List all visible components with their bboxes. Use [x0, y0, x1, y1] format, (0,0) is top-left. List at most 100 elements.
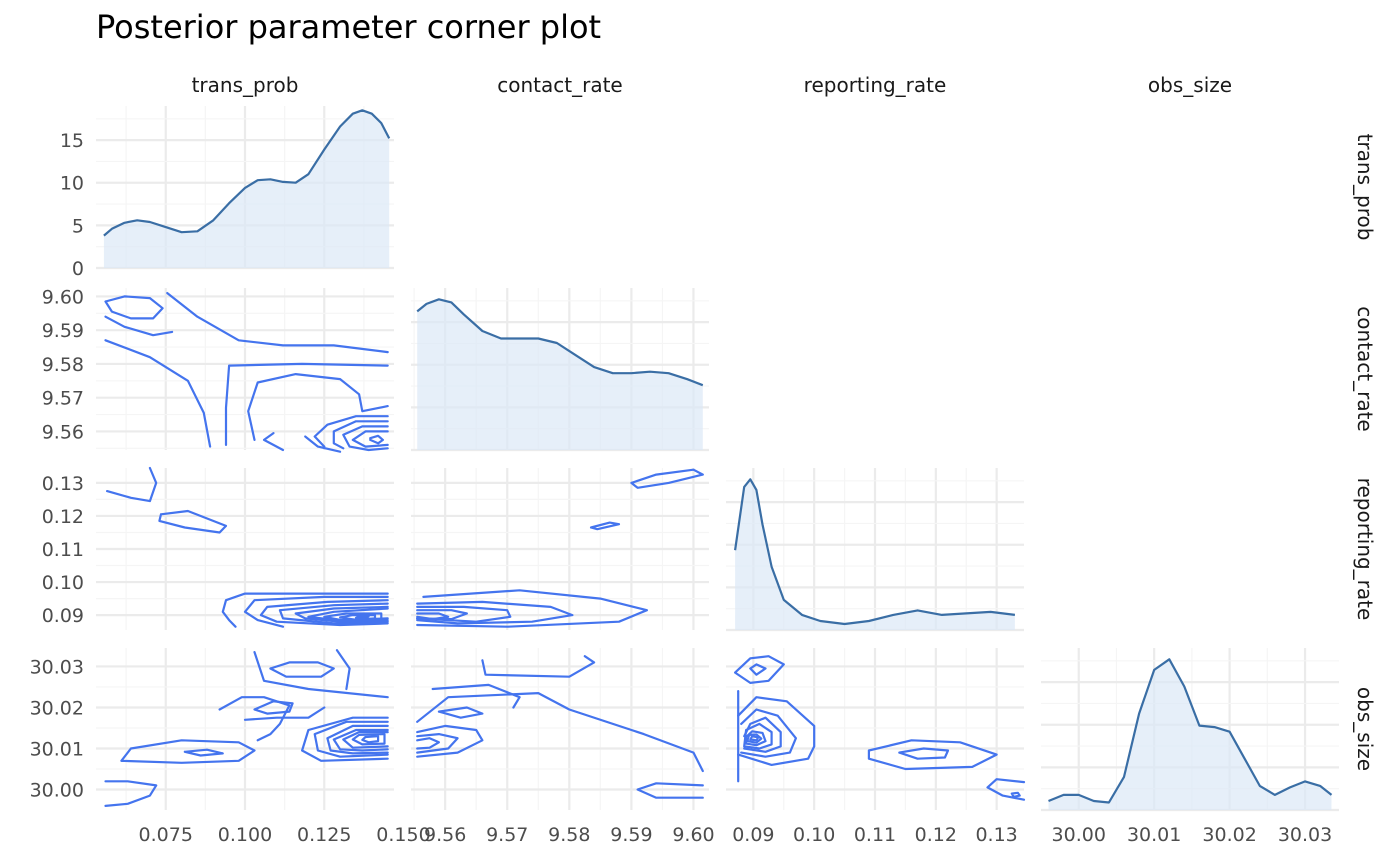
contour-line [221, 592, 389, 628]
y-tick-label: 30.02 [30, 697, 84, 719]
contour-line [224, 362, 389, 446]
x-tick-label: 30.00 [1052, 824, 1106, 846]
contour-line [323, 612, 383, 623]
contour-line [431, 683, 521, 709]
contour-line [749, 735, 760, 742]
strip-label-right: contact_rate [1353, 306, 1377, 431]
contour-line [243, 595, 389, 628]
contour-line [326, 724, 389, 755]
contour-line [361, 735, 380, 744]
x-tick-label: 30.03 [1278, 824, 1332, 846]
contour-line [737, 696, 816, 766]
strip-label-top: trans_prob [192, 73, 299, 97]
contour-line [304, 435, 342, 453]
contour-line [416, 733, 459, 754]
contour-line [342, 731, 389, 749]
contour-line [259, 599, 389, 627]
contour-line [243, 706, 326, 721]
contour-line [332, 728, 389, 752]
density-line [1048, 658, 1333, 804]
contour-line [332, 420, 389, 450]
contour-line [589, 521, 621, 531]
strip-label-right: reporting_rate [1353, 478, 1377, 621]
x-tick-label: 9.60 [672, 824, 714, 846]
density-area [103, 110, 390, 268]
y-tick-label: 0.12 [42, 506, 84, 528]
contour-line [262, 432, 285, 452]
contour-line [313, 415, 389, 448]
contour-line [269, 661, 335, 678]
contour-line [898, 747, 950, 760]
contour-line [481, 655, 596, 678]
panel-grid [411, 468, 709, 630]
contour-line [351, 733, 386, 746]
x-tick-label: 30.02 [1202, 824, 1256, 846]
contour-line [630, 468, 704, 489]
x-tick-label: 0.09 [732, 824, 774, 846]
contour-line [749, 663, 767, 676]
panel-grid [411, 648, 709, 810]
contour-line [218, 696, 291, 742]
y-tick-label: 5 [72, 215, 84, 237]
x-tick-label: 0.10 [793, 824, 835, 846]
contour-line [278, 602, 389, 625]
density-area [1048, 659, 1332, 810]
x-tick-label: 0.150 [376, 824, 430, 846]
x-tick-label: 9.58 [548, 824, 590, 846]
contour-line [335, 649, 351, 691]
x-tick-label: 0.075 [139, 824, 193, 846]
y-tick-label: 0.11 [42, 539, 84, 561]
y-tick-label: 9.57 [42, 388, 84, 410]
panel-grid [96, 288, 394, 450]
density-line [416, 298, 704, 387]
x-tick-label: 0.11 [854, 824, 896, 846]
contour-line [104, 295, 164, 320]
contour-line [104, 339, 212, 448]
y-tick-label: 30.00 [30, 779, 84, 801]
contour-line [867, 739, 998, 771]
contour-line [104, 315, 174, 337]
contour-line [369, 434, 384, 445]
contour-line [416, 724, 484, 758]
y-tick-label: 9.60 [42, 286, 84, 308]
x-tick-label: 30.01 [1127, 824, 1181, 846]
contour-line [253, 651, 389, 699]
y-tick-label: 0 [72, 258, 84, 280]
y-tick-label: 0.10 [42, 572, 84, 594]
contour-line [158, 509, 228, 534]
y-tick-label: 9.56 [42, 421, 84, 443]
contour-line [437, 706, 484, 719]
density-area [735, 479, 1015, 630]
strip-label-right: trans_prob [1353, 134, 1377, 241]
strip-label-top: contact_rate [497, 73, 622, 97]
contour-line [183, 748, 224, 757]
strip-label-top: obs_size [1148, 73, 1232, 97]
y-tick-label: 9.58 [42, 354, 84, 376]
x-tick-label: 9.56 [424, 824, 466, 846]
x-tick-label: 0.100 [218, 824, 272, 846]
density-line [734, 478, 1016, 626]
chart-title: Posterior parameter corner plot [96, 8, 602, 46]
contour-line [416, 737, 440, 750]
contour-line [1010, 791, 1021, 798]
contour-line [986, 778, 1026, 801]
panel-grid [726, 648, 1024, 810]
x-tick-label: 0.12 [915, 824, 957, 846]
density-line [103, 109, 391, 237]
contour-line [301, 716, 389, 762]
contour-line [734, 655, 785, 684]
contour-line [342, 425, 389, 452]
density-area [417, 299, 703, 450]
strip-label-right: obs_size [1353, 687, 1377, 771]
y-tick-label: 30.01 [30, 738, 84, 760]
contour-line [351, 430, 389, 448]
contour-line [313, 720, 389, 758]
y-tick-label: 0.13 [42, 473, 84, 495]
y-tick-label: 0.09 [42, 605, 84, 627]
contour-line [745, 730, 767, 747]
contour-line [354, 615, 370, 620]
y-tick-label: 9.59 [42, 320, 84, 342]
contour-line [636, 782, 704, 799]
contour-line [104, 780, 158, 807]
contour-line [743, 716, 782, 753]
